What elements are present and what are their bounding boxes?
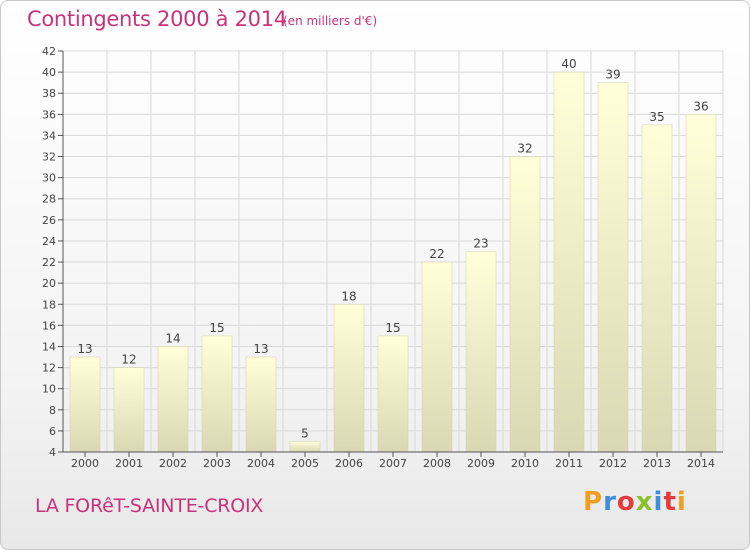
bar xyxy=(69,356,101,453)
data-label: 39 xyxy=(605,68,620,82)
y-tick-label: 20 xyxy=(42,277,56,290)
x-tick-label: 2000 xyxy=(71,457,99,470)
commune-name: LA FORêT-SAINTE-CROIX xyxy=(35,495,264,517)
y-tick-label: 14 xyxy=(42,340,56,353)
y-tick-label: 12 xyxy=(42,362,56,375)
y-tick-label: 22 xyxy=(42,256,56,269)
logo-letter: i xyxy=(653,487,664,517)
y-tick-label: 8 xyxy=(49,404,56,417)
bars xyxy=(69,71,717,453)
data-label: 35 xyxy=(649,110,664,124)
y-tick-label: 28 xyxy=(42,193,56,206)
x-tick-label: 2012 xyxy=(599,457,627,470)
y-tick-label: 38 xyxy=(42,87,56,100)
x-tick-label: 2014 xyxy=(687,457,715,470)
data-label: 14 xyxy=(165,331,180,345)
y-tick-label: 16 xyxy=(42,319,56,332)
x-tick-label: 2013 xyxy=(643,457,671,470)
bar xyxy=(333,304,365,453)
data-label: 12 xyxy=(121,353,136,367)
y-tick-label: 32 xyxy=(42,151,56,164)
x-tick-label: 2003 xyxy=(203,457,231,470)
data-label: 13 xyxy=(77,342,92,356)
bar xyxy=(641,124,673,453)
logo-letter: P xyxy=(583,487,604,517)
proxiti-logo: Proxiti xyxy=(583,487,687,517)
bar xyxy=(201,335,233,453)
data-label: 13 xyxy=(253,342,268,356)
y-tick-label: 30 xyxy=(42,172,56,185)
data-label: 36 xyxy=(693,99,708,113)
logo-letter: r xyxy=(603,487,617,517)
y-tick-label: 34 xyxy=(42,129,56,142)
bar xyxy=(377,335,409,453)
logo-letter: t xyxy=(663,487,677,517)
y-tick-label: 26 xyxy=(42,214,56,227)
logo-letter: x xyxy=(635,487,654,517)
data-label: 15 xyxy=(385,321,400,335)
x-tick-label: 2001 xyxy=(115,457,143,470)
y-tick-label: 40 xyxy=(42,66,56,79)
bar xyxy=(113,367,145,453)
logo-letter: o xyxy=(616,487,636,517)
bar xyxy=(421,261,453,453)
bar xyxy=(597,82,629,453)
bar xyxy=(157,346,189,453)
y-tick-label: 6 xyxy=(49,425,56,438)
bar xyxy=(685,114,717,453)
bar xyxy=(465,251,497,453)
y-tick-label: 4 xyxy=(49,446,56,459)
data-label: 5 xyxy=(301,426,309,440)
y-tick-label: 10 xyxy=(42,383,56,396)
data-label: 18 xyxy=(341,289,356,303)
bar xyxy=(289,441,321,453)
labels: 4 6 8 10 12 14 16 18 20 22 24 26 28 30 32 34 36 38 40 42 13 2… xyxy=(42,45,715,470)
data-label: 22 xyxy=(429,247,444,261)
x-tick-label: 2005 xyxy=(291,457,319,470)
y-tick-label: 18 xyxy=(42,298,56,311)
x-tick-label: 2010 xyxy=(511,457,539,470)
y-tick-label: 36 xyxy=(42,108,56,121)
x-tick-label: 2006 xyxy=(335,457,363,470)
y-tick-label: 42 xyxy=(42,45,56,58)
chart-subtitle: (en milliers d'€) xyxy=(283,14,378,28)
x-tick-label: 2004 xyxy=(247,457,275,470)
axes xyxy=(58,50,723,457)
bar xyxy=(553,71,585,453)
bar xyxy=(245,356,277,453)
data-label: 23 xyxy=(473,237,488,251)
data-label: 15 xyxy=(209,321,224,335)
x-tick-label: 2009 xyxy=(467,457,495,470)
chart-title: Contingents 2000 à 2014 xyxy=(27,7,287,31)
x-tick-label: 2007 xyxy=(379,457,407,470)
x-tick-label: 2002 xyxy=(159,457,187,470)
logo-letter: i xyxy=(676,487,687,517)
data-label: 32 xyxy=(517,142,532,156)
x-tick-label: 2008 xyxy=(423,457,451,470)
x-tick-label: 2011 xyxy=(555,457,583,470)
bar xyxy=(509,156,541,453)
data-label: 40 xyxy=(561,57,576,71)
y-tick-label: 24 xyxy=(42,235,56,248)
